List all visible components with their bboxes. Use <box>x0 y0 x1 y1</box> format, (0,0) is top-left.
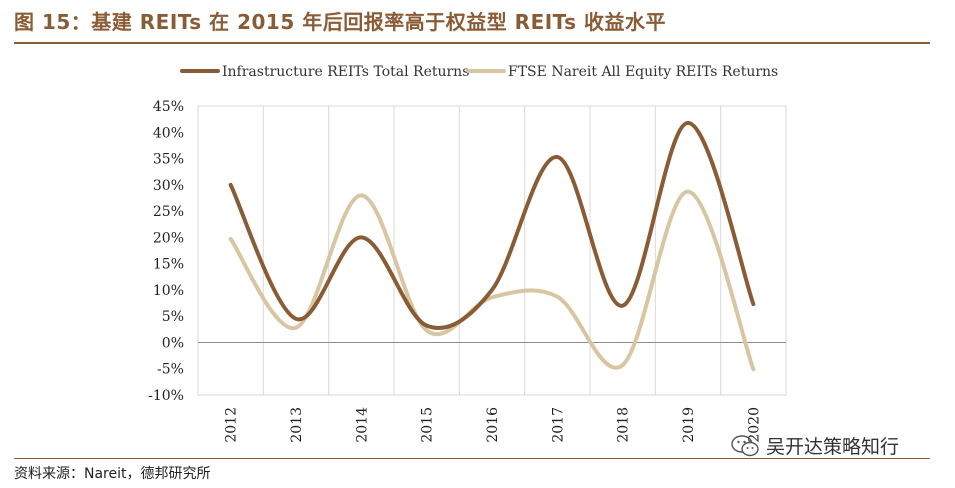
series-line <box>228 120 756 330</box>
y-tick-label: 20% <box>153 230 184 246</box>
x-tick-label: 2019 <box>681 407 697 443</box>
x-tick-label: 2015 <box>420 407 436 443</box>
y-tick-label: 30% <box>153 178 184 194</box>
x-tick-label: 2014 <box>354 407 370 443</box>
figure-title: 图 15：基建 REITs 在 2015 年后回报率高于权益型 REITs 收益… <box>14 10 667 34</box>
plot-area <box>197 105 787 396</box>
y-tick-label: 15% <box>153 257 184 273</box>
x-tick-label: 2016 <box>485 407 501 443</box>
y-tick-label: 10% <box>153 283 184 299</box>
x-tick-label: 2012 <box>224 407 240 443</box>
series-line <box>228 189 756 372</box>
legend-label: Infrastructure REITs Total Returns <box>222 64 469 80</box>
y-tick-label: 5% <box>162 309 184 325</box>
wechat-icon <box>731 434 759 456</box>
source-note: 资料来源：Nareit，德邦研究所 <box>14 466 211 482</box>
x-tick-label: 2020 <box>746 407 762 443</box>
watermark: 吴开达策略知行 <box>730 432 899 459</box>
legend-label: FTSE Nareit All Equity REITs Returns <box>508 64 778 80</box>
x-tick-label: 2017 <box>550 407 566 443</box>
source-rule <box>14 458 930 459</box>
y-tick-label: 40% <box>153 125 184 141</box>
y-tick-label: -10% <box>148 388 184 404</box>
line-chart: -10% -5% 0% 5% 10% 15% 20% 25% 30% 35% 40% 45% 2012 2… <box>148 64 787 443</box>
y-tick-label: 25% <box>153 204 184 220</box>
watermark-text: 吴开达策略知行 <box>766 436 900 458</box>
x-tick-label: 2013 <box>289 407 305 443</box>
title-rule <box>14 42 930 44</box>
y-tick-label: -5% <box>157 362 184 378</box>
x-tick-label: 2018 <box>616 407 632 443</box>
y-tick-label: 35% <box>153 152 184 168</box>
y-tick-label: 45% <box>153 99 184 115</box>
y-tick-label: 0% <box>162 335 184 351</box>
